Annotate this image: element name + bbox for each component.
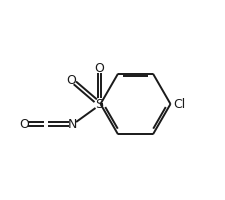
Text: N: N bbox=[68, 117, 77, 130]
Text: O: O bbox=[67, 73, 76, 86]
Text: S: S bbox=[95, 98, 104, 110]
Text: O: O bbox=[94, 62, 104, 75]
Text: Cl: Cl bbox=[173, 98, 185, 110]
Text: O: O bbox=[19, 117, 29, 130]
